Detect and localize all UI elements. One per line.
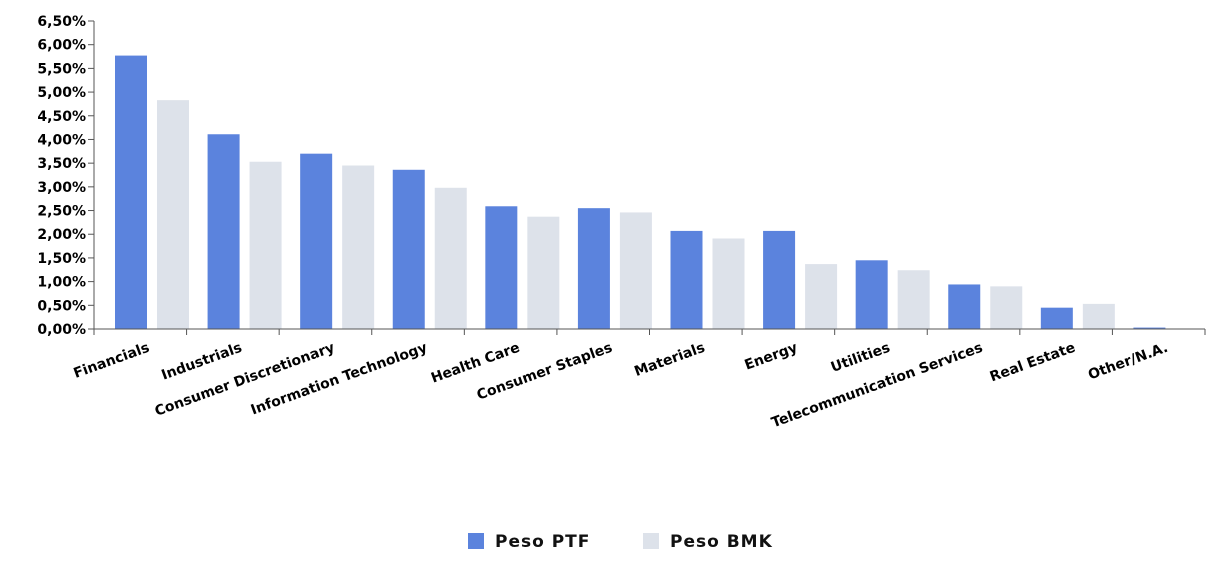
legend-swatch-ptf [468, 533, 484, 549]
x-axis-ticks [93, 329, 1206, 335]
y-tick-label: 2,00% [37, 227, 86, 243]
x-tick-label: Other/N.A. [1086, 340, 1170, 384]
bar-ptf-financials[interactable] [115, 55, 147, 330]
x-tick-label: Real Estate [988, 340, 1078, 386]
bar-bmk-materials[interactable] [712, 238, 745, 329]
bar-bmk-real-estate[interactable] [1082, 303, 1115, 329]
y-tick-label: 0,50% [37, 298, 86, 314]
bar-ptf-consumer-discretionary[interactable] [300, 153, 333, 329]
y-tick-label: 6,50% [37, 14, 86, 30]
bar-bmk-consumer-discretionary[interactable] [342, 165, 375, 329]
bar-ptf-other-n-a-[interactable] [1133, 327, 1166, 329]
bar-bmk-consumer-staples[interactable] [619, 212, 652, 329]
x-tick-label: Information Technology [249, 340, 430, 419]
y-tick-label: 3,50% [37, 156, 86, 172]
x-tick-label: Financials [72, 340, 152, 382]
x-tick-label: Energy [743, 340, 800, 374]
x-tick-label: Utilities [829, 340, 893, 376]
bar-bmk-energy[interactable] [805, 264, 838, 329]
bar-ptf-real-estate[interactable] [1040, 307, 1073, 329]
bar-ptf-health-care[interactable] [485, 206, 518, 329]
x-tick-label: Materials [632, 340, 707, 380]
y-tick-label: 1,00% [37, 275, 86, 291]
y-tick-label: 4,50% [37, 109, 86, 125]
y-axis-ticks: 0,00% 0,50% 1,00% 1,50% 2,00% 2,50% 3,00% 3,50%… [37, 14, 94, 338]
y-tick-label: 2,50% [37, 204, 86, 220]
bar-ptf-telecommunication-services[interactable] [948, 284, 981, 329]
y-tick-label: 6,00% [37, 38, 86, 54]
legend-label-bmk[interactable]: Peso BMK [670, 532, 773, 552]
bar-ptf-materials[interactable] [670, 230, 703, 329]
y-tick-label: 5,50% [37, 61, 86, 77]
bar-ptf-consumer-staples[interactable] [577, 208, 610, 329]
legend-label-ptf[interactable]: Peso PTF [495, 532, 590, 552]
bar-bmk-health-care[interactable] [527, 216, 560, 329]
bar-ptf-energy[interactable] [763, 230, 796, 329]
x-tick-label: Consumer Discretionary [153, 340, 337, 420]
bar-bmk-telecommunication-services[interactable] [990, 286, 1023, 329]
y-tick-label: 5,00% [37, 85, 86, 101]
y-tick-label: 3,00% [37, 180, 86, 196]
bar-bmk-utilities[interactable] [897, 270, 930, 329]
legend-swatch-bmk [643, 533, 659, 549]
bar-ptf-industrials[interactable] [207, 134, 240, 329]
y-tick-label: 1,50% [37, 251, 86, 267]
legend[interactable]: Peso PTF Peso BMK [468, 532, 773, 552]
bar-bmk-information-technology[interactable] [434, 187, 467, 329]
bar-bmk-industrials[interactable] [249, 161, 282, 329]
bar-bmk-financials[interactable] [157, 100, 189, 329]
bars [115, 55, 1166, 330]
y-tick-label: 0,00% [37, 322, 86, 338]
y-tick-label: 4,00% [37, 132, 86, 148]
bar-ptf-utilities[interactable] [855, 260, 888, 329]
bar-ptf-information-technology[interactable] [392, 169, 425, 329]
